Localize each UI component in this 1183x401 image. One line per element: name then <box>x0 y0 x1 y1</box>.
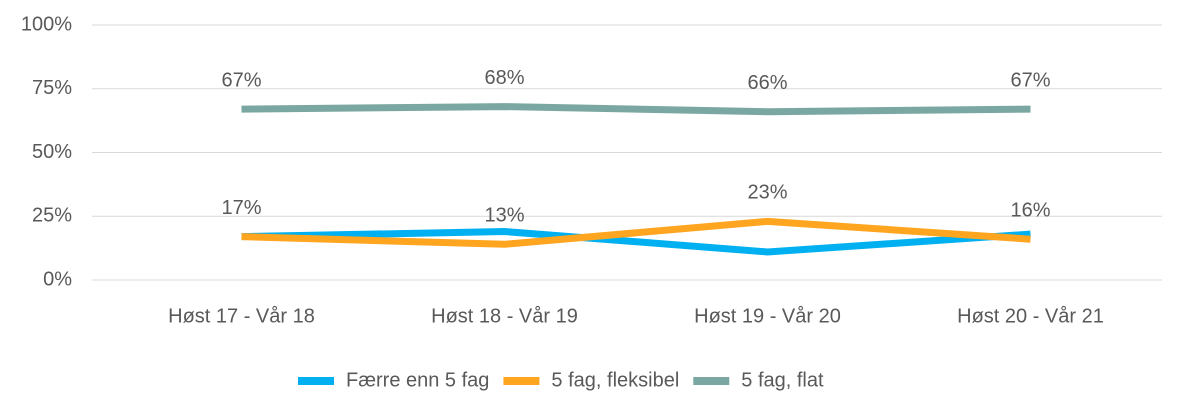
y-tick-label: 100% <box>21 13 72 35</box>
data-label: 68% <box>484 67 524 89</box>
data-label: 67% <box>221 69 261 91</box>
data-label: 23% <box>747 182 787 204</box>
y-tick-label: 75% <box>32 77 72 99</box>
legend-swatch <box>503 377 540 385</box>
x-tick-label: Høst 17 - Vår 18 <box>168 305 315 327</box>
legend-label: Færre enn 5 fag <box>346 369 489 391</box>
legend-label: 5 fag, flat <box>741 369 824 391</box>
legend-swatch <box>298 377 334 385</box>
data-label: 13% <box>484 205 524 227</box>
series-line <box>241 228 1031 256</box>
y-tick-label: 50% <box>32 141 72 163</box>
data-label: 67% <box>1010 69 1050 91</box>
series-line <box>241 103 1031 116</box>
data-label: 16% <box>1010 199 1050 221</box>
data-label: 17% <box>221 197 261 219</box>
x-tick-label: Høst 19 - Vår 20 <box>694 305 841 327</box>
series-line <box>241 217 1031 248</box>
x-tick-label: Høst 18 - Vår 19 <box>431 305 578 327</box>
x-tick-label: Høst 20 - Vår 21 <box>957 305 1104 327</box>
y-tick-label: 25% <box>32 205 72 227</box>
y-tick-label: 0% <box>43 268 72 290</box>
legend-label: 5 fag, fleksibel <box>551 369 679 391</box>
legend-swatch <box>693 377 730 385</box>
data-label: 66% <box>747 72 787 94</box>
